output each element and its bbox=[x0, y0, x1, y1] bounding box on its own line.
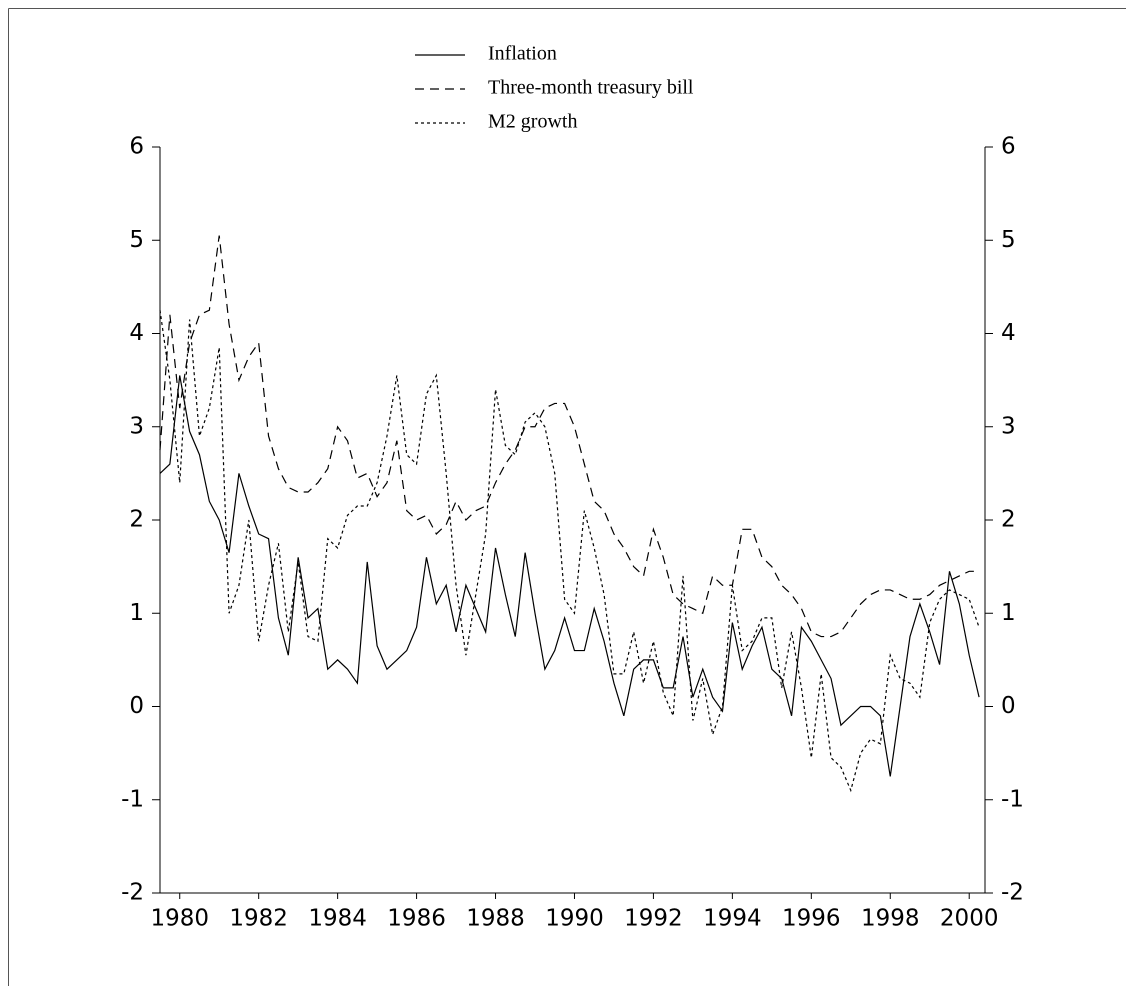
y2-tick-label: 4 bbox=[1001, 320, 1016, 346]
y2-tick-label: 6 bbox=[1001, 134, 1016, 160]
x-tick-label: 1988 bbox=[466, 906, 525, 932]
series-line bbox=[159, 235, 980, 638]
y2-tick-label: 1 bbox=[1001, 600, 1016, 626]
x-tick-label: 1982 bbox=[229, 906, 288, 932]
y2-tick-label: -2 bbox=[1001, 880, 1024, 906]
y-tick-label: -1 bbox=[121, 786, 144, 812]
series-line bbox=[159, 375, 980, 777]
x-tick-label: 1996 bbox=[782, 906, 841, 932]
legend-label: M2 growth bbox=[488, 111, 577, 133]
y-tick-label: 2 bbox=[129, 507, 144, 533]
y-tick-label: 0 bbox=[129, 693, 144, 719]
x-tick-label: 2000 bbox=[940, 906, 999, 932]
series-line bbox=[159, 310, 980, 793]
y2-tick-label: 2 bbox=[1001, 507, 1016, 533]
y2-tick-label: 3 bbox=[1001, 413, 1016, 439]
y-tick-label: 1 bbox=[129, 600, 144, 626]
y-tick-label: 3 bbox=[129, 413, 144, 439]
legend-label: Three-month treasury bill bbox=[488, 77, 694, 99]
y2-tick-label: 0 bbox=[1001, 693, 1016, 719]
y-tick-label: 6 bbox=[129, 134, 144, 160]
y-tick-label: -2 bbox=[121, 880, 144, 906]
x-tick-label: 1986 bbox=[387, 906, 446, 932]
x-tick-label: 1994 bbox=[703, 906, 762, 932]
y-tick-label: 5 bbox=[129, 227, 144, 253]
y2-tick-label: -1 bbox=[1001, 786, 1024, 812]
x-tick-label: 1992 bbox=[624, 906, 683, 932]
x-tick-label: 1990 bbox=[545, 906, 604, 932]
x-tick-label: 1998 bbox=[861, 906, 920, 932]
x-tick-label: 1980 bbox=[150, 906, 209, 932]
y-tick-label: 4 bbox=[129, 320, 144, 346]
x-tick-label: 1984 bbox=[308, 906, 367, 932]
legend-label: Inflation bbox=[488, 43, 557, 65]
y2-tick-label: 5 bbox=[1001, 227, 1016, 253]
